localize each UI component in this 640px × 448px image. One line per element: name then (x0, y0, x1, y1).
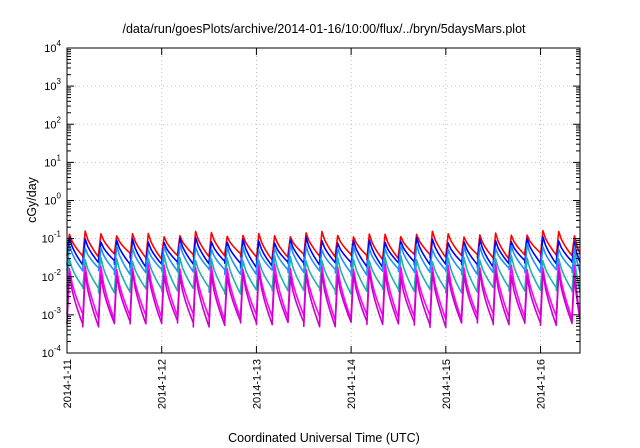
y-tick-base: 10 (44, 43, 56, 55)
y-tick-exponent: -2 (54, 268, 62, 277)
y-tick-base: 10 (42, 272, 54, 284)
y-tick-exponent: -3 (54, 306, 62, 315)
x-tick-label: 2014-1-15 (441, 359, 453, 409)
x-tick-label: 2014-1-14 (346, 359, 358, 409)
series-line (66, 243, 581, 276)
y-tick-exponent: 2 (57, 115, 62, 124)
series-line (66, 236, 581, 269)
y-tick-base: 10 (44, 119, 56, 131)
y-tick-base: 10 (44, 81, 56, 93)
y-tick-label: 10-3 (42, 306, 62, 322)
series-line (66, 229, 581, 261)
y-tick-base: 10 (42, 234, 54, 246)
chart-title: /data/run/goesPlots/archive/2014-01-16/1… (122, 22, 526, 36)
y-tick-exponent: 3 (57, 77, 62, 86)
y-tick-label: 102 (44, 115, 61, 131)
x-tick-label: 2014-1-12 (157, 359, 169, 409)
y-tick-base: 10 (42, 348, 54, 360)
y-tick-exponent: 4 (57, 39, 62, 48)
y-tick-label: 100 (44, 192, 61, 208)
y-axis-label: cGy/day (25, 176, 39, 223)
y-tick-base: 10 (42, 310, 54, 322)
y-tick-base: 10 (44, 196, 56, 208)
y-tick-exponent: -1 (54, 230, 62, 239)
y-tick-label: 10-2 (42, 268, 62, 284)
series-line (66, 254, 581, 295)
y-tick-base: 10 (44, 157, 56, 169)
series-group (66, 229, 581, 328)
y-tick-label: 10-4 (42, 344, 62, 360)
series-line (66, 269, 581, 328)
y-tick-exponent: 0 (57, 192, 62, 201)
y-tick-label: 103 (44, 77, 61, 93)
x-axis: 2014-1-11 2014-1-12 2014-1-13 2014-1-14 2014… (62, 48, 548, 409)
y-tick-exponent: -4 (54, 344, 62, 353)
y-tick-exponent: 1 (57, 153, 62, 162)
series-line (66, 263, 581, 322)
x-tick-label: 2014-1-13 (251, 359, 263, 409)
y-tick-label: 104 (44, 39, 61, 55)
y-tick-label: 10-1 (42, 230, 62, 246)
x-tick-label: 2014-1-11 (62, 359, 74, 408)
x-tick-label: 2014-1-16 (536, 359, 548, 409)
x-axis-label: Coordinated Universal Time (UTC) (228, 431, 420, 445)
y-tick-label: 101 (44, 153, 61, 169)
